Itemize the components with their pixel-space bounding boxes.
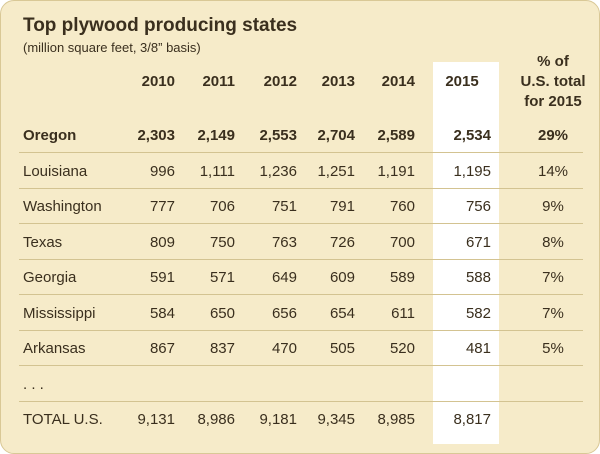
state-name: Louisiana <box>23 162 88 180</box>
row-divider <box>19 187 583 189</box>
header-year-2011: 2011 <box>202 73 235 90</box>
state-name: Arkansas <box>23 340 86 357</box>
value-cell-2013: 791 <box>329 198 355 215</box>
value-cell-2010: 591 <box>149 269 175 286</box>
value-cell-2010: 809 <box>149 233 175 251</box>
value-cell-2011: 706 <box>209 198 235 215</box>
value-cell-2013: 2,704 <box>317 127 355 144</box>
state-name: Mississippi <box>23 304 96 322</box>
row-divider <box>19 365 583 366</box>
value-cell-2015: 2,534 <box>453 127 491 144</box>
value-cell-2011: 1,111 <box>199 162 235 180</box>
header-pct-line-1: % of <box>537 53 569 70</box>
header-pct-total: % of U.S. total for 2015 <box>511 52 595 112</box>
pct-cell: 14% <box>537 162 569 180</box>
header-pct-line-3: for 2015 <box>524 93 582 110</box>
value-cell-2014: 2,589 <box>377 127 415 144</box>
row-divider <box>19 400 583 402</box>
header-year-2012: 2012 <box>263 73 297 90</box>
value-cell-2010: 2,303 <box>137 127 175 144</box>
value-cell-2013: 505 <box>329 340 355 357</box>
row-divider <box>19 152 583 153</box>
value-cell-2015: 588 <box>465 269 491 286</box>
value-cell-2014: 700 <box>389 233 415 251</box>
value-cell-2010: 777 <box>149 198 175 215</box>
value-cell-2010: 867 <box>149 340 175 357</box>
value-cell-2010: 9,131 <box>137 411 175 428</box>
highlight-column-2015 <box>433 62 499 444</box>
value-cell-2012: 751 <box>271 198 297 215</box>
value-cell-2012: 656 <box>271 304 297 322</box>
table-row: Mississippi 584 650 656 654 611 582 7% <box>1 296 599 331</box>
value-cell-2010: 996 <box>149 162 175 180</box>
table-title: Top plywood producing states <box>23 15 298 36</box>
value-cell-2015: 582 <box>465 304 491 322</box>
header-year-2013: 2013 <box>321 73 355 90</box>
table-row: Louisiana 996 1,111 1,236 1,251 1,191 1,195 14% <box>1 154 599 189</box>
table-row: Washington 777 706 751 791 760 756 9% <box>1 189 599 224</box>
table-row: . . . <box>1 367 599 402</box>
value-cell-2011: 2,149 <box>197 127 235 144</box>
value-cell-2013: 1,251 <box>317 162 355 180</box>
value-cell-2015: 8,817 <box>453 411 491 428</box>
pct-cell: 7% <box>542 269 564 286</box>
value-cell-2011: 8,986 <box>197 411 235 428</box>
value-cell-2012: 763 <box>271 233 297 251</box>
header-year-2010: 2010 <box>141 73 175 90</box>
value-cell-2011: 750 <box>209 233 235 251</box>
value-cell-2013: 654 <box>329 304 355 322</box>
value-cell-2013: 9,345 <box>317 411 355 428</box>
table-row: Texas 809 750 763 726 700 671 8% <box>1 225 599 260</box>
row-divider <box>19 223 583 224</box>
pct-cell: 5% <box>542 340 564 357</box>
pct-cell: 7% <box>542 304 564 322</box>
header-year-2014: 2014 <box>381 73 415 90</box>
state-name: Georgia <box>23 269 77 286</box>
value-cell-2015: 671 <box>465 233 491 251</box>
value-cell-2014: 8,985 <box>377 411 415 428</box>
value-cell-2010: 584 <box>149 304 175 322</box>
value-cell-2014: 589 <box>389 269 415 286</box>
value-cell-2013: 609 <box>329 269 355 286</box>
value-cell-2014: 520 <box>389 340 415 357</box>
row-divider <box>19 258 583 260</box>
value-cell-2014: 1,191 <box>377 162 415 180</box>
table-row: Arkansas 867 837 470 505 520 481 5% <box>1 331 599 366</box>
value-cell-2015: 756 <box>465 198 491 215</box>
value-cell-2012: 470 <box>271 340 297 357</box>
pct-cell: 9% <box>542 198 564 215</box>
value-cell-2011: 571 <box>209 269 235 286</box>
table-row: Oregon 2,303 2,149 2,553 2,704 2,589 2,534 29% <box>1 118 599 153</box>
row-divider <box>19 329 583 331</box>
table-row: TOTAL U.S. 9,131 8,986 9,181 9,345 8,985 8,817 <box>1 402 599 437</box>
value-cell-2014: 760 <box>389 198 415 215</box>
state-name: Oregon <box>23 127 77 144</box>
value-cell-2015: 1,195 <box>453 162 491 180</box>
value-cell-2012: 1,236 <box>259 162 297 180</box>
state-name: TOTAL U.S. <box>23 411 103 428</box>
table-subtitle: (million square feet, 3/8” basis) <box>23 40 201 55</box>
value-cell-2012: 649 <box>271 269 297 286</box>
state-name: . . . <box>23 375 44 393</box>
value-cell-2012: 2,553 <box>259 127 297 144</box>
value-cell-2011: 837 <box>209 340 235 357</box>
value-cell-2013: 726 <box>329 233 355 251</box>
value-cell-2015: 481 <box>465 340 491 357</box>
table-row: Georgia 591 571 649 609 589 588 7% <box>1 260 599 295</box>
value-cell-2014: 611 <box>391 304 415 322</box>
state-name: Texas <box>23 233 63 251</box>
header-year-2015: 2015 <box>445 73 479 90</box>
state-name: Washington <box>23 198 102 215</box>
value-cell-2012: 9,181 <box>259 411 297 428</box>
header-pct-line-2: U.S. total <box>520 73 586 90</box>
pct-cell: 29% <box>537 127 569 144</box>
row-divider <box>19 294 583 295</box>
value-cell-2011: 650 <box>209 304 235 322</box>
pct-cell: 8% <box>542 233 564 251</box>
